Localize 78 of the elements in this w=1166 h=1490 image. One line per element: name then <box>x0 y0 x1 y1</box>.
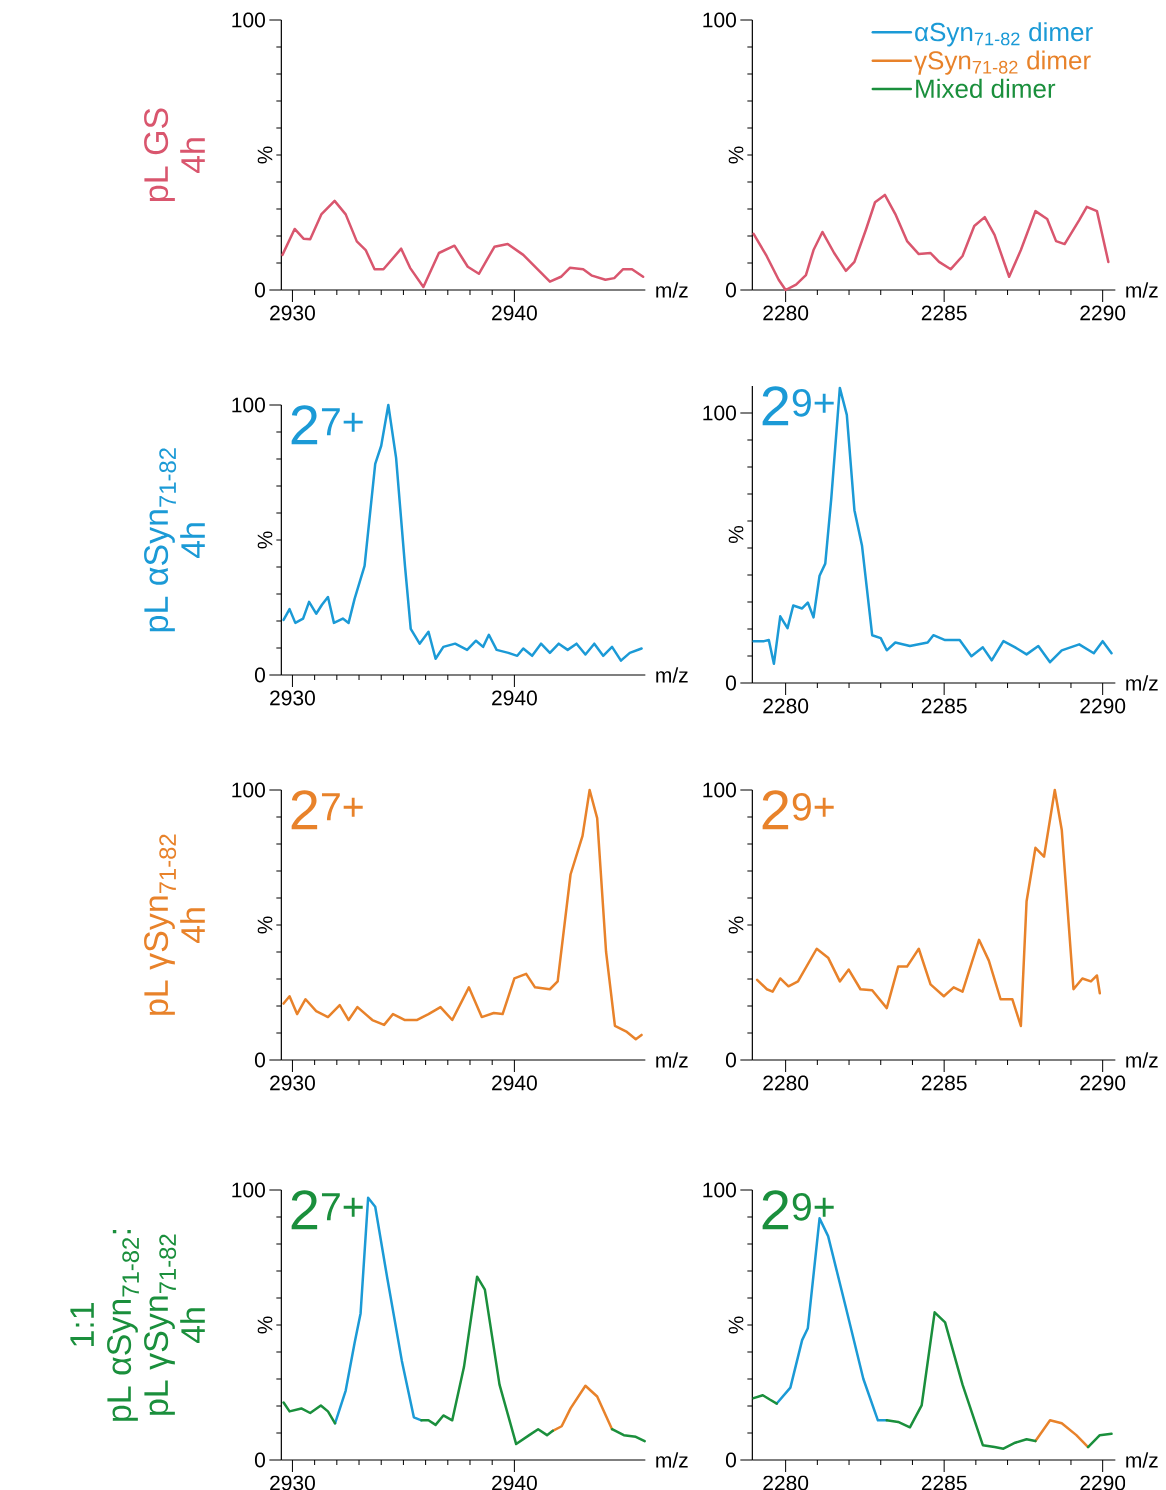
legend-label: γSyn$_{71-82}$ dimer <box>913 50 1091 75</box>
text: pL GS <box>143 108 175 201</box>
x-tick-label: 2930 <box>269 305 315 321</box>
text: pL αSyn$_{71-82}$: <box>106 1229 139 1421</box>
x-tick-label: 2290 <box>1080 1475 1126 1490</box>
text: 4h <box>180 523 205 559</box>
x-axis-title: m/z <box>1126 282 1158 298</box>
x-tick-label: 2940 <box>491 1475 537 1490</box>
y-tick-label: 0 <box>725 1452 736 1468</box>
x-axis-title: m/z <box>656 282 688 298</box>
text: 4h <box>180 908 205 944</box>
line-series <box>752 193 1110 292</box>
x-tick-label: 2940 <box>491 305 537 321</box>
x-tick-label: 2280 <box>763 1475 808 1490</box>
x-tick-label: 2280 <box>763 698 808 714</box>
y-axis-title: % <box>257 531 273 549</box>
y-tick-label: 100 <box>703 12 736 28</box>
x-tick-label: 2930 <box>269 690 315 706</box>
y-tick-label: 0 <box>254 1052 265 1068</box>
y-tick-label: 100 <box>232 1182 265 1198</box>
x-tick-label: 2285 <box>921 698 967 714</box>
y-tick-label: 0 <box>725 675 736 691</box>
line-series <box>1034 1419 1090 1449</box>
chart-title: 2$^{7+}$ <box>291 405 363 445</box>
x-tick-label: 2940 <box>491 1075 537 1091</box>
chart-title: 2$^{9+}$ <box>762 790 834 830</box>
x-tick-label: 2285 <box>921 1075 967 1091</box>
x-tick-label: 2940 <box>491 690 537 706</box>
x-tick-label: 2280 <box>763 305 808 321</box>
text: pL γSyn$_{71-82}$ <box>143 1234 176 1415</box>
line-series <box>755 788 1101 1028</box>
x-axis-title: m/z <box>656 1052 688 1068</box>
y-tick-label: 100 <box>703 405 736 421</box>
x-tick-label: 2930 <box>269 1475 315 1490</box>
x-axis-title: m/z <box>1126 1052 1158 1068</box>
x-tick-label: 2280 <box>763 1075 808 1091</box>
y-tick-label: 100 <box>703 782 736 798</box>
y-axis-title: % <box>728 146 744 164</box>
y-tick-label: 0 <box>725 1052 736 1068</box>
y-axis-title: % <box>728 916 744 934</box>
legend-label: αSyn$_{71-82}$ dimer <box>914 22 1093 47</box>
text: 4h <box>180 138 205 174</box>
y-axis-title: % <box>257 146 273 164</box>
text: 4h <box>180 1308 205 1344</box>
text: pL γSyn$_{71-82}$ <box>143 834 176 1015</box>
x-tick-label: 2290 <box>1080 305 1126 321</box>
y-tick-label: 0 <box>254 1452 265 1468</box>
text: pL αSyn$_{71-82}$ <box>143 448 176 632</box>
y-tick-label: 100 <box>232 12 265 28</box>
y-axis-title: % <box>257 916 273 934</box>
x-tick-label: 2930 <box>269 1075 315 1091</box>
text: 1:1 <box>70 1303 94 1347</box>
y-tick-label: 100 <box>232 397 265 413</box>
y-axis-title: % <box>728 525 744 544</box>
y-tick-label: 0 <box>725 282 736 298</box>
x-tick-label: 2290 <box>1080 1075 1126 1091</box>
y-tick-label: 0 <box>254 282 265 298</box>
chart-title: 2$^{9+}$ <box>762 386 834 426</box>
line-series <box>551 1384 614 1433</box>
x-axis-title: m/z <box>1126 1452 1158 1468</box>
legend-label: Mixed dimer <box>916 78 1056 98</box>
chart-title: 2$^{9+}$ <box>762 1190 834 1230</box>
chart-title: 2$^{7+}$ <box>291 1190 363 1230</box>
chart-title: 2$^{7+}$ <box>291 790 363 830</box>
x-axis-title: m/z <box>656 1452 688 1468</box>
x-axis-title: m/z <box>656 667 688 683</box>
x-tick-label: 2285 <box>921 305 967 321</box>
y-axis-title: % <box>728 1316 744 1334</box>
line-series <box>752 386 1113 666</box>
y-axis-title: % <box>257 1316 273 1334</box>
line-series <box>282 788 643 1041</box>
x-axis-title: m/z <box>1126 675 1158 691</box>
y-tick-label: 0 <box>254 667 265 683</box>
line-series <box>282 403 643 662</box>
x-tick-label: 2290 <box>1080 698 1126 714</box>
y-tick-label: 100 <box>703 1182 736 1198</box>
x-tick-label: 2285 <box>921 1475 967 1490</box>
y-tick-label: 100 <box>232 782 265 798</box>
